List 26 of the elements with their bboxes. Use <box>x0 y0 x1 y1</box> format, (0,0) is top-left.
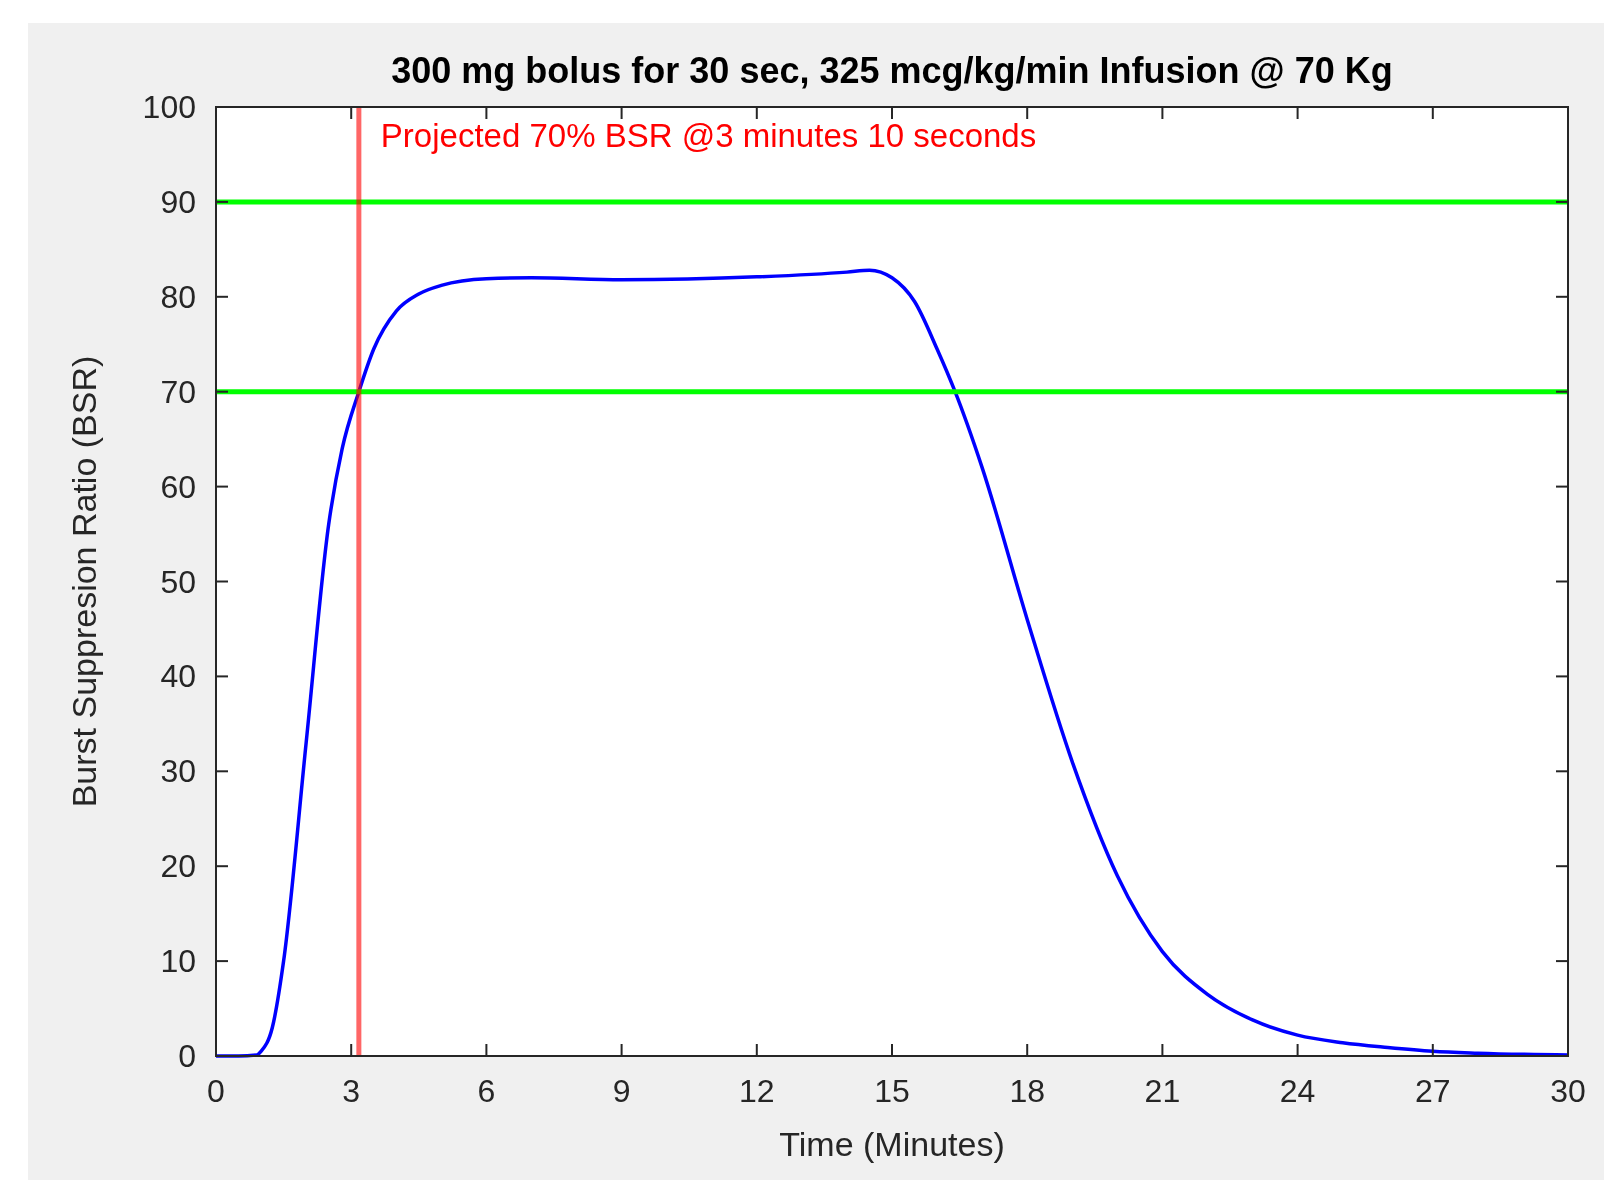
x-tick-label: 12 <box>739 1073 775 1109</box>
x-tick-label: 30 <box>1550 1073 1586 1109</box>
y-tick-label: 100 <box>142 89 196 125</box>
y-tick-label: 30 <box>160 753 196 790</box>
x-tick-label: 9 <box>612 1073 631 1109</box>
y-tick-label: 80 <box>160 278 196 315</box>
x-tick-label: 15 <box>874 1073 910 1109</box>
x-tick-label: 0 <box>207 1073 225 1109</box>
y-tick-label: 90 <box>160 183 196 220</box>
x-tick-label: 6 <box>477 1073 496 1109</box>
chart-title: 300 mg bolus for 30 sec, 325 mcg/kg/min Infusion @ 70 Kg <box>391 50 1393 91</box>
x-tick-label: 18 <box>1009 1073 1045 1109</box>
ref-line-label: Projected 70% BSR @3 minutes 10 seconds <box>380 117 1037 154</box>
y-tick-label: 70 <box>160 373 196 410</box>
x-tick-label: 3 <box>342 1073 361 1109</box>
y-tick-label: 60 <box>160 468 196 505</box>
y-tick-label: 0 <box>178 1038 196 1074</box>
x-axis-title: Time (Minutes) <box>779 1125 1005 1163</box>
x-tick-label: 24 <box>1279 1073 1316 1109</box>
y-tick-label: 10 <box>160 943 196 980</box>
y-tick-label: 50 <box>160 563 196 600</box>
x-tick-label: 27 <box>1415 1073 1451 1109</box>
y-axis-title: Burst Suppresion Ratio (BSR) <box>65 355 103 808</box>
y-tick-label: 40 <box>160 658 196 695</box>
y-tick-label: 20 <box>160 848 196 885</box>
x-tick-label: 21 <box>1144 1073 1181 1109</box>
